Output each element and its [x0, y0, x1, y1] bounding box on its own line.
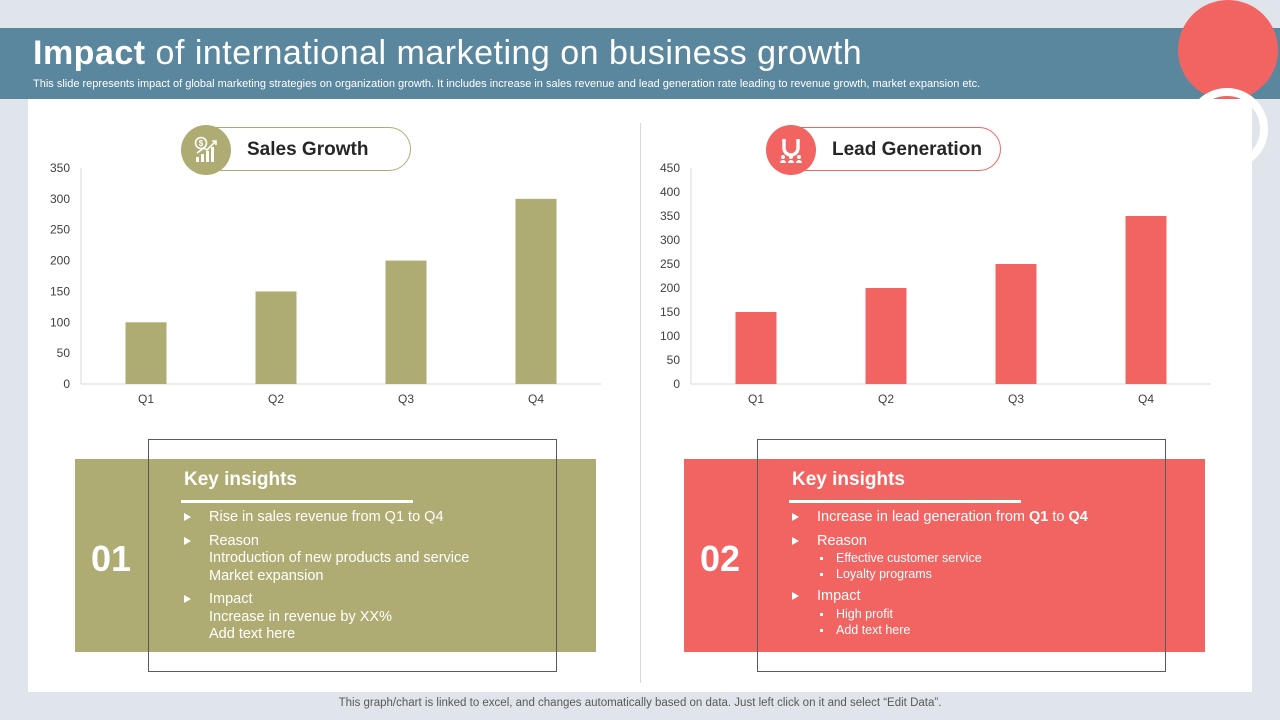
sales-y-tick-label: 100 — [50, 315, 70, 329]
lead-insights-list: Increase in lead generation from Q1 to Q… — [790, 509, 1180, 644]
sales-y-tick-label: 350 — [50, 161, 70, 175]
money-growth-chart-icon: $ — [181, 125, 231, 175]
list-item: Impact Increase in revenue by XX% Add text… — [182, 591, 572, 644]
list-item-line: Reason — [209, 532, 259, 549]
lead-generation-title: Lead Generation — [832, 139, 982, 160]
decorative-circle — [1178, 0, 1278, 100]
list-item-line: Add text here — [209, 626, 296, 642]
leads-y-tick-label: 400 — [660, 185, 680, 199]
sales-x-tick-label: Q3 — [398, 392, 414, 406]
svg-text:$: $ — [199, 139, 204, 148]
sales-y-tick-label: 300 — [50, 192, 70, 206]
bullet-arrow-icon — [184, 536, 191, 545]
list-item-line: Rise in sales revenue from Q1 to Q4 — [209, 509, 444, 525]
bullet-arrow-icon — [184, 595, 191, 603]
leads-bar-q4 — [1125, 216, 1167, 384]
list-item: Increase in lead generation from Q1 to Q… — [790, 509, 1180, 527]
sales-growth-title: Sales Growth — [247, 139, 369, 160]
sales-bar-q4 — [515, 198, 557, 384]
sales-x-tick-label: Q2 — [268, 392, 284, 406]
sales-insights-list: Rise in sales revenue from Q1 to Q4 Reaso… — [182, 509, 572, 650]
lead-insights-frame — [757, 439, 1166, 672]
leads-y-tick-label: 300 — [660, 233, 680, 247]
sales-insights-box — [75, 459, 596, 652]
list-item-line: Impact — [209, 591, 253, 607]
sub-item: High profit — [817, 606, 1180, 622]
sales-y-tick-label: 150 — [50, 284, 70, 298]
leads-x-tick-label: Q3 — [1008, 392, 1024, 406]
bullet-arrow-icon — [184, 513, 191, 521]
sales-y-tick-label: 50 — [57, 346, 71, 360]
leads-bar-q1 — [735, 312, 777, 384]
lead-insights-rule — [789, 500, 1021, 503]
sales-bar-q3 — [385, 260, 427, 384]
leads-y-tick-label: 150 — [660, 305, 680, 319]
magnet-people-icon — [766, 125, 816, 175]
sales-growth-chart: 0 50 100 150 200 250 300 350 Q1 Q2 Q3 Q4 — [50, 161, 601, 406]
page-subtitle: This slide represents impact of global m… — [33, 78, 981, 90]
leads-y-tick-label: 250 — [660, 257, 680, 271]
sales-insights-frame — [148, 439, 557, 672]
leads-y-tick-label: 200 — [660, 281, 680, 295]
sales-x-tick-label: Q4 — [528, 392, 544, 406]
sales-insights-heading: Key insights — [184, 469, 297, 490]
sales-x-tick-label: Q1 — [138, 392, 154, 406]
bullet-arrow-icon — [792, 513, 799, 521]
leads-y-tick-label: 50 — [667, 353, 681, 367]
list-item: Rise in sales revenue from Q1 to Q4 — [182, 509, 572, 527]
bullet-arrow-icon — [792, 592, 799, 600]
list-item-line: Increase in revenue by XX% — [209, 608, 392, 625]
lead-generation-chart: 0 50 100 150 200 250 300 350 400 450 Q1 Q2 Q3 Q4 — [660, 161, 1211, 406]
leads-y-tick-label: 450 — [660, 161, 680, 175]
leads-x-tick-label: Q2 — [878, 392, 894, 406]
list-item-line: Introduction of new products and service — [209, 550, 470, 566]
sub-item: Add text here — [817, 622, 1180, 638]
footer-note: This graph/chart is linked to excel, and… — [338, 697, 942, 709]
list-item: Impact High profit Add text here — [790, 588, 1180, 638]
sales-insights-number: 01 — [91, 538, 132, 579]
header-band — [0, 28, 1280, 99]
leads-bar-q2 — [865, 288, 907, 384]
list-item: Reason Introduction of new products and s… — [182, 533, 572, 586]
page-title: Impact of international marketing on bus… — [33, 34, 863, 72]
sales-insights-rule — [181, 500, 413, 503]
sales-bar-q1 — [125, 322, 167, 384]
sales-y-tick-label: 200 — [50, 254, 70, 268]
sales-y-tick-label: 250 — [50, 223, 70, 237]
list-item-line: Market expansion — [209, 567, 324, 584]
leads-bar-q3 — [995, 264, 1037, 384]
leads-y-tick-label: 0 — [673, 377, 680, 391]
leads-x-tick-label: Q4 — [1138, 392, 1154, 406]
sub-item: Loyalty programs — [817, 566, 1180, 582]
sub-item: Effective customer service — [817, 550, 1180, 566]
sales-y-tick-label: 0 — [63, 377, 70, 391]
lead-insights-heading: Key insights — [792, 469, 905, 490]
leads-x-tick-label: Q1 — [748, 392, 764, 406]
lead-insights-number: 02 — [700, 538, 741, 579]
center-divider — [640, 123, 641, 683]
leads-y-tick-label: 350 — [660, 209, 680, 223]
list-item: Reason Effective customer service Loyalt… — [790, 533, 1180, 583]
leads-y-tick-label: 100 — [660, 329, 680, 343]
bullet-arrow-icon — [792, 536, 799, 545]
sales-bar-q2 — [255, 291, 297, 384]
lead-insights-box — [684, 459, 1205, 652]
